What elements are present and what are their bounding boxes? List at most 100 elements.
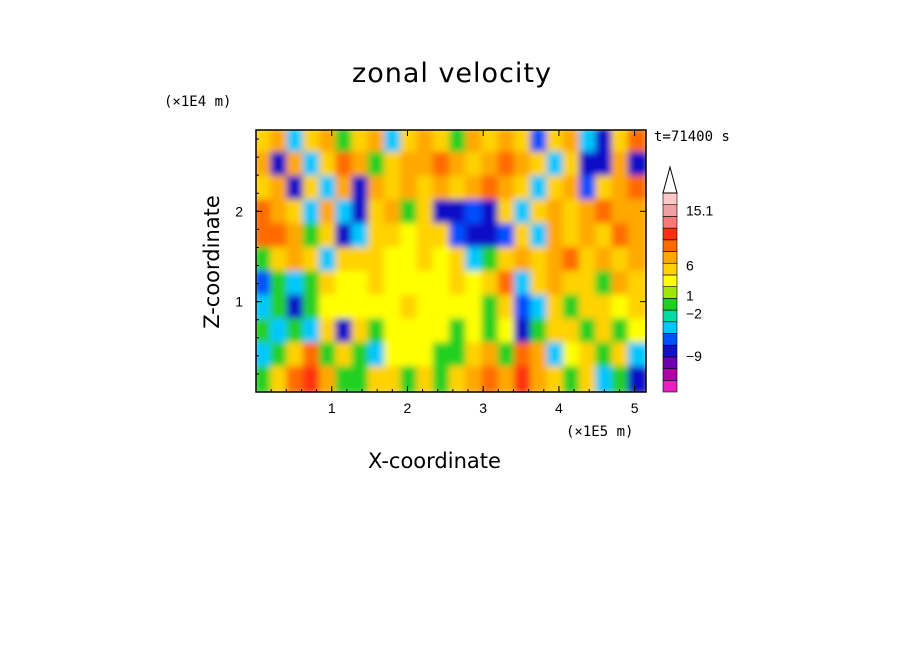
- field-cell: [335, 294, 356, 323]
- field-cell: [449, 130, 470, 156]
- field-cell: [530, 223, 551, 252]
- field-cell: [611, 151, 632, 180]
- field-cell: [302, 294, 323, 323]
- x-tick-label: 5: [631, 400, 639, 416]
- field-cell: [546, 247, 567, 275]
- field-cell: [384, 151, 405, 180]
- field-cell: [335, 247, 356, 275]
- field-cell: [611, 247, 632, 275]
- field-cell: [335, 366, 356, 392]
- field-cell: [595, 175, 616, 204]
- field-cell: [481, 199, 502, 228]
- field-cell: [432, 151, 453, 180]
- field-cell: [367, 223, 388, 252]
- field-cell: [416, 294, 437, 323]
- field-cell: [481, 175, 502, 204]
- field-cell: [611, 175, 632, 204]
- colorbar-swatch: [662, 192, 678, 206]
- field-cell: [481, 270, 502, 299]
- field-cell: [465, 223, 486, 252]
- field-cell: [351, 318, 372, 347]
- field-cell: [627, 294, 646, 323]
- field-cell: [286, 270, 307, 299]
- field-cell: [595, 151, 616, 180]
- field-cell: [562, 151, 583, 180]
- field-cell: [595, 270, 616, 299]
- field-cell: [546, 294, 567, 323]
- x-tick-label: 4: [555, 400, 563, 416]
- field-cell: [611, 294, 632, 323]
- field-cell: [270, 342, 291, 371]
- field-cell: [497, 175, 518, 204]
- field-cell: [286, 294, 307, 323]
- field-cell: [302, 247, 323, 275]
- field-cell: [579, 366, 600, 392]
- field-cell: [627, 130, 646, 156]
- field-cell: [481, 151, 502, 180]
- colorbar-swatch: [662, 251, 678, 264]
- field-cell: [530, 151, 551, 180]
- colorbar-swatch: [662, 356, 678, 369]
- field-cell: [497, 247, 518, 275]
- field-cell: [562, 223, 583, 252]
- field-cell: [530, 247, 551, 275]
- field-cell: [481, 294, 502, 323]
- field-cell: [416, 270, 437, 299]
- field-cell: [562, 199, 583, 228]
- field-cell: [302, 175, 323, 204]
- field-cell: [546, 130, 567, 156]
- field-cell: [481, 342, 502, 371]
- field-cell: [579, 247, 600, 275]
- field-cell: [319, 366, 340, 392]
- x-tick-label: 2: [404, 400, 412, 416]
- field-cell: [627, 199, 646, 228]
- field-cell: [465, 366, 486, 392]
- field-cell: [256, 270, 275, 299]
- field-cell: [514, 294, 535, 323]
- colorbar-swatch: [662, 274, 678, 287]
- field-cell: [595, 247, 616, 275]
- field-cell: [497, 270, 518, 299]
- field-cell: [432, 247, 453, 275]
- field-cell: [351, 223, 372, 252]
- field-cell: [627, 270, 646, 299]
- field-cell: [562, 247, 583, 275]
- colorbar-swatch: [662, 321, 678, 334]
- field-cell: [514, 366, 535, 392]
- field-cell: [256, 175, 275, 204]
- field-cell: [627, 342, 646, 371]
- field-cell: [400, 342, 421, 371]
- field-cell: [335, 342, 356, 371]
- field-cell: [595, 223, 616, 252]
- plot-frame: [255, 129, 647, 393]
- field-cell: [256, 318, 275, 347]
- field-cell: [302, 130, 323, 156]
- field-cell: [432, 199, 453, 228]
- field-cell: [286, 151, 307, 180]
- field-cell: [611, 270, 632, 299]
- field-cell: [416, 223, 437, 252]
- field-cell: [497, 151, 518, 180]
- colorbar-swatch: [662, 309, 678, 323]
- field-cell: [562, 318, 583, 347]
- colorbar-swatch: [662, 227, 678, 241]
- field-cell: [627, 223, 646, 252]
- field-cell: [416, 318, 437, 347]
- field-cell: [351, 199, 372, 228]
- field-cell: [270, 270, 291, 299]
- field-cell: [432, 175, 453, 204]
- field-cell: [449, 294, 470, 323]
- field-cell: [384, 130, 405, 156]
- field-cell: [351, 294, 372, 323]
- field-cell: [416, 366, 437, 392]
- field-cell: [384, 270, 405, 299]
- field-cell: [497, 342, 518, 371]
- field-cell: [530, 270, 551, 299]
- field-cell: [562, 175, 583, 204]
- field-cell: [432, 342, 453, 371]
- field-cell: [432, 130, 453, 156]
- x-tick-label: 1: [328, 400, 336, 416]
- field-cell: [514, 175, 535, 204]
- field-cell: [595, 294, 616, 323]
